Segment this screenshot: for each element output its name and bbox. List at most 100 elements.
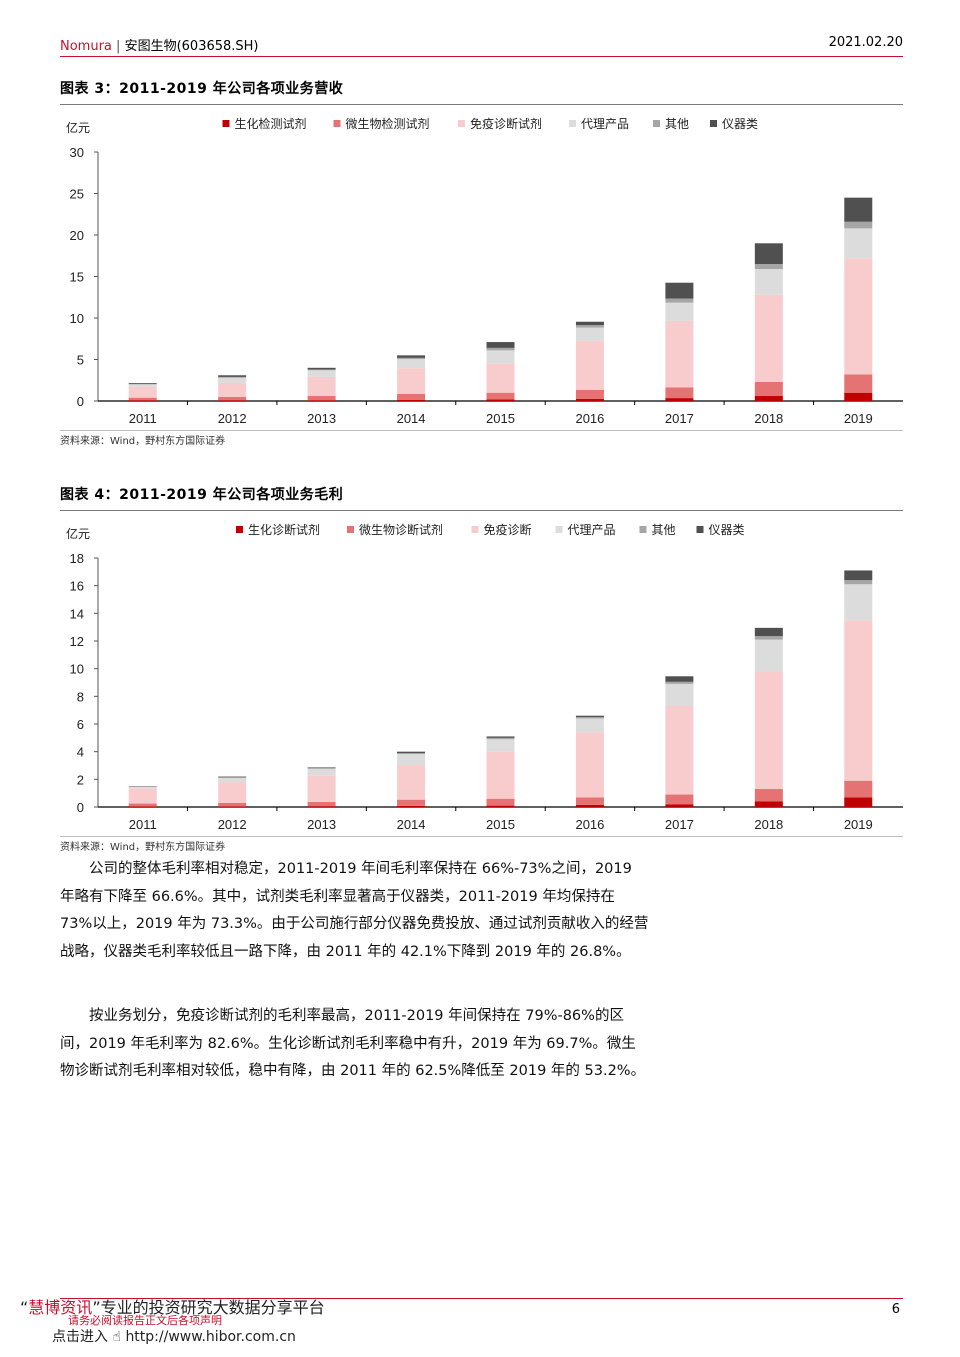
bar-2017-series-0 <box>665 804 694 807</box>
bar-2018-series-5 <box>754 627 783 637</box>
y-tick-label-4: 8 <box>77 689 84 704</box>
header-company: 安图生物(603658.SH) <box>124 39 259 54</box>
legend-swatch-1 <box>347 526 354 533</box>
paragraph-business-margin: 按业务划分，免疫诊断试剂的毛利率最高，2011-2019 年间保持在 79%-8… <box>60 1008 646 1079</box>
bar-2013-series-2 <box>307 376 336 397</box>
header-separator: | <box>116 39 121 54</box>
legend-swatch-0 <box>222 120 230 127</box>
legend-swatch-2 <box>458 120 465 127</box>
bar-2018-series-3 <box>754 639 783 672</box>
bar-2014-series-4 <box>397 357 426 360</box>
footer-quote-open: “ <box>20 1298 29 1317</box>
x-tick-label-6: 2017 <box>665 411 694 426</box>
bar-2017-series-1 <box>665 794 694 805</box>
x-tick-label-5: 2016 <box>575 817 604 832</box>
bar-2018-series-2 <box>754 671 783 790</box>
x-tick-label-8: 2019 <box>844 817 873 832</box>
y-tick-label-2: 10 <box>70 311 84 326</box>
bar-2014-series-2 <box>397 368 426 394</box>
footer-link-url[interactable]: http://www.hibor.com.cn <box>125 1329 296 1345</box>
x-tick-label-0: 2011 <box>129 411 157 426</box>
bar-2016-series-4 <box>575 717 604 719</box>
y-tick-label-1: 5 <box>77 353 84 368</box>
bar-2018-series-2 <box>754 294 783 382</box>
footer-brand-name: 慧博资讯 <box>28 1298 93 1317</box>
bar-2019-series-3 <box>844 228 873 259</box>
bar-2013-series-3 <box>307 370 336 377</box>
brand-name: Nomura <box>60 39 112 54</box>
footer-link[interactable]: 点击进入 ☝ http://www.hibor.com.cn <box>52 1326 296 1346</box>
bar-2013-series-4 <box>307 768 336 769</box>
bar-2017-series-3 <box>665 683 694 707</box>
bar-2017-series-4 <box>665 298 694 303</box>
bar-2014-series-4 <box>397 753 426 755</box>
bar-2013-series-1 <box>307 802 336 807</box>
x-tick-label-3: 2014 <box>397 411 426 426</box>
bar-2015-series-3 <box>486 350 515 364</box>
figure-4-source: 资料来源：Wind，野村东方国际证券 <box>60 842 226 853</box>
bar-2015-series-4 <box>486 347 515 351</box>
bar-2012-series-2 <box>218 382 247 397</box>
bar-2013-series-5 <box>307 767 336 769</box>
paragraph-gross-margin: 公司的整体毛利率相对稳定，2011-2019 年间毛利率保持在 66%-73%之… <box>60 861 649 960</box>
bar-2014-series-5 <box>397 355 426 358</box>
bar-2016-series-5 <box>575 715 604 718</box>
footer-tagline-text: 专业的投资研究大数据分享平台 <box>100 1298 325 1317</box>
bar-2011-series-2 <box>128 788 157 804</box>
legend-swatch-0 <box>236 526 243 533</box>
bar-2017-series-4 <box>665 681 694 684</box>
page-number: 6 <box>891 1302 900 1317</box>
bar-2018-series-0 <box>754 396 783 401</box>
bar-2011-series-3 <box>128 786 157 789</box>
bar-2018-series-3 <box>754 269 783 295</box>
bar-2014-series-1 <box>397 393 426 400</box>
x-tick-label-4: 2015 <box>486 411 515 426</box>
gross-profit-stacked-bar-chart: 生化诊断试剂 微生物诊断试剂 免疫诊断 代理产品 其他 仪器类 亿元 0 2 4 6 8 10 12 14 1… <box>66 522 903 832</box>
y-tick-label-4: 20 <box>70 228 84 243</box>
x-tick-label-2: 2013 <box>307 411 336 426</box>
legend-label-0: 生化检测试剂 <box>235 116 307 131</box>
bar-2016-series-1 <box>575 389 604 399</box>
bar-2016-series-0 <box>575 398 604 401</box>
bar-2015-series-0 <box>486 399 515 401</box>
hand-pointer-icon: ☝ <box>112 1329 121 1345</box>
y-tick-label-8: 16 <box>70 579 84 594</box>
bar-2014-series-0 <box>397 399 426 401</box>
y-tick-label-3: 6 <box>77 717 84 732</box>
legend-swatch-4 <box>653 120 660 127</box>
bar-2013-series-0 <box>307 806 336 807</box>
bar-2016-series-1 <box>575 797 604 805</box>
bar-2013-series-4 <box>307 369 336 371</box>
bar-2019-series-5 <box>844 570 873 581</box>
bar-2017-series-5 <box>665 282 694 299</box>
bar-2014-series-3 <box>397 359 426 369</box>
bar-2011-series-0 <box>128 806 157 807</box>
bar-2015-series-5 <box>486 342 515 348</box>
bar-2011-series-2 <box>128 386 157 398</box>
x-tick-label-2: 2013 <box>307 817 336 832</box>
figure-4-chart: 生化诊断试剂 微生物诊断试剂 免疫诊断 代理产品 其他 仪器类 亿元 0 2 4 6 8 10 12 14 1… <box>60 516 903 836</box>
bar-2018-series-0 <box>754 801 783 807</box>
legend-swatch-3 <box>569 120 576 127</box>
y-tick-label-5: 10 <box>70 662 84 677</box>
bar-2012-series-2 <box>218 782 247 803</box>
bar-2019-series-1 <box>844 780 873 798</box>
bar-2011-series-1 <box>128 397 157 401</box>
bar-2019-series-0 <box>844 392 873 401</box>
legend-label-3: 代理产品 <box>568 523 616 537</box>
y-tick-label-6: 30 <box>70 145 84 160</box>
bar-2017-series-0 <box>665 398 694 401</box>
bar-2012-series-3 <box>218 377 247 383</box>
header-brand: Nomura | 安图生物(603658.SH) <box>60 35 259 54</box>
x-tick-label-7: 2018 <box>754 411 783 426</box>
bar-2019-series-5 <box>844 197 873 222</box>
legend-label-1: 微生物诊断试剂 <box>359 522 443 537</box>
bar-2016-series-2 <box>575 732 604 798</box>
bar-2019-series-1 <box>844 374 873 393</box>
bar-2014-series-3 <box>397 754 426 766</box>
legend-label-3: 代理产品 <box>581 117 629 131</box>
bar-2015-series-5 <box>486 736 515 738</box>
bar-2018-series-4 <box>754 264 783 270</box>
y-tick-label-9: 18 <box>70 551 84 566</box>
x-tick-label-8: 2019 <box>844 411 873 426</box>
